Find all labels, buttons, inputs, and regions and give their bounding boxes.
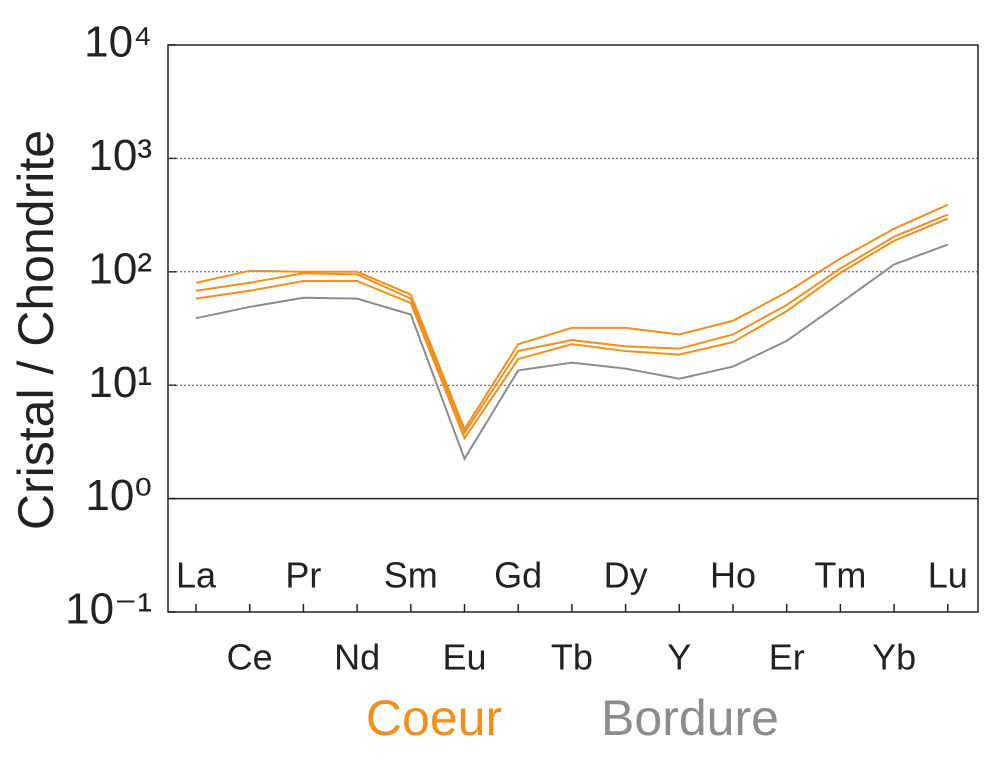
x-tick-label: Er — [769, 637, 805, 678]
y-tick-label: 10⁰ — [85, 471, 152, 520]
x-tick-label: Ce — [227, 637, 273, 678]
y-tick-label: 10⁴ — [84, 18, 152, 67]
y-axis-label: Cristal / Chondrite — [8, 130, 64, 530]
x-tick-label: La — [176, 555, 217, 596]
x-tick-label: Lu — [928, 555, 968, 596]
series-line — [195, 243, 949, 461]
x-tick-label: Tm — [814, 555, 866, 596]
x-tick-label: Ho — [710, 555, 756, 596]
x-tick-label: Dy — [604, 555, 648, 596]
x-tick-label: Gd — [494, 555, 542, 596]
legend-label: Coeur — [366, 690, 502, 746]
y-tick-label: 10⁻¹ — [65, 585, 152, 634]
x-tick-label: Sm — [384, 555, 438, 596]
y-tick-label: 10² — [88, 244, 152, 293]
x-tick-label: Pr — [285, 555, 321, 596]
x-tick-label: Nd — [334, 637, 380, 678]
x-tick-label: Y — [667, 637, 691, 678]
series-line — [195, 203, 949, 432]
x-tick-label: Yb — [872, 637, 916, 678]
plot-frame — [167, 44, 979, 613]
y-tick-label: 10³ — [88, 131, 152, 180]
x-tick-label: Eu — [442, 637, 486, 678]
y-tick-label: 10¹ — [88, 358, 152, 407]
series-line — [195, 213, 949, 436]
x-tick-label: Tb — [551, 637, 593, 678]
series-line — [195, 217, 949, 441]
legend-label: Bordure — [601, 690, 779, 746]
